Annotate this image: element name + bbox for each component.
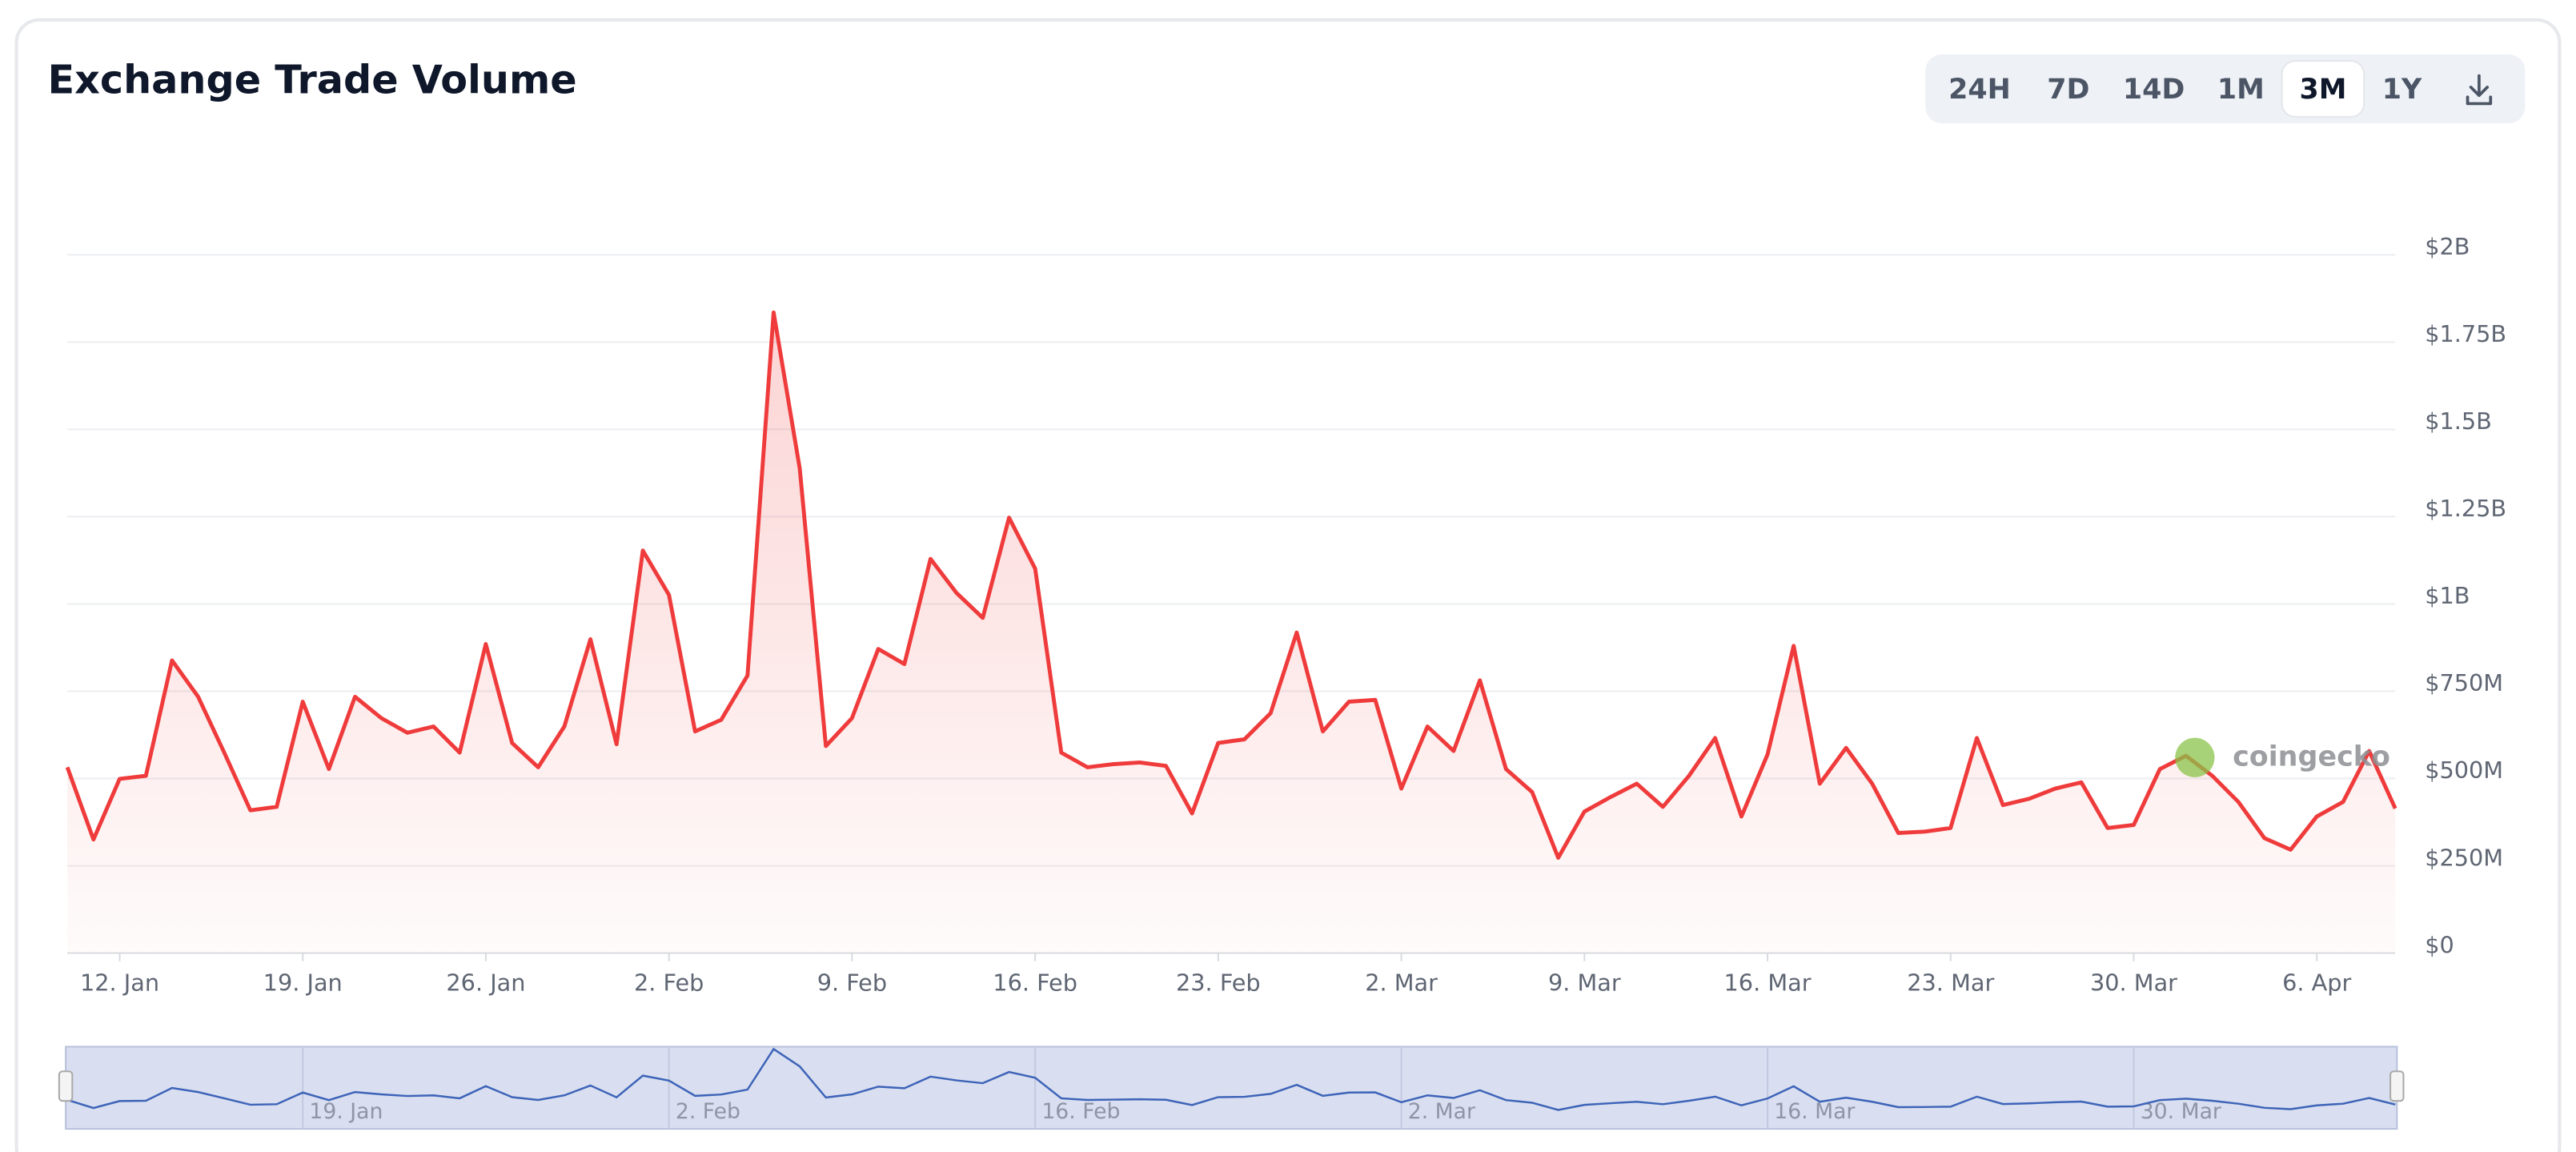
x-tick-label: 23. Feb (1176, 969, 1261, 996)
x-tick-label: 12. Jan (80, 969, 159, 996)
navigator-label: 30. Mar (2141, 1099, 2221, 1124)
plot-area: $0 $250M $500M $750M $1B $1.25B $1.5B $1.75B $2B… (65, 233, 2506, 996)
x-tick-label: 16. Mar (1724, 969, 1812, 996)
navigator-label: 2. Feb (676, 1099, 740, 1124)
x-tick-label: 23. Mar (1907, 969, 1994, 996)
y-tick-label: $0 (2425, 931, 2454, 958)
y-tick-label: $750M (2425, 669, 2503, 696)
navigator-line (66, 1047, 2396, 1111)
navigator-label: 16. Feb (1041, 1099, 1120, 1124)
navigator-handle[interactable] (58, 1070, 74, 1102)
download-button[interactable] (2466, 74, 2493, 106)
range-button[interactable]: 1Y (2382, 74, 2422, 106)
x-tick-label: 16. Feb (993, 969, 1077, 996)
y-tick-label: $1.75B (2425, 320, 2506, 347)
navigator-handle[interactable] (2389, 1070, 2405, 1102)
watermark-logo (2175, 737, 2215, 777)
y-tick-label: $250M (2425, 844, 2503, 871)
range-button[interactable]: 3M (2299, 74, 2346, 106)
card-frame (14, 18, 2562, 1152)
navigator-track (65, 1046, 2398, 1130)
x-tick-label: 6. Apr (2282, 969, 2351, 996)
range-button[interactable]: 7D (2047, 74, 2089, 106)
range-buttons: 24H 7D 14D 1M 3M 1Y (1948, 60, 2422, 118)
y-tick-label: $1.5B (2425, 407, 2492, 435)
x-tick-label: 2. Mar (1365, 969, 1438, 996)
x-tick-label: 9. Feb (817, 969, 887, 996)
chart-title: Exchange Trade Volume (48, 56, 577, 102)
y-tick-label: $1B (2425, 582, 2470, 609)
navigator-label: 16. Mar (1774, 1099, 1855, 1124)
download-icon[interactable] (2466, 74, 2493, 106)
range-button[interactable]: 1M (2217, 74, 2265, 106)
range-selector (1925, 54, 2526, 124)
navigator[interactable]: 19. Jan 2. Feb 16. Feb 2. Mar 16. Mar 30. Mar (58, 1046, 2405, 1130)
y-tick-label: $2B (2425, 233, 2470, 260)
x-tick-label: 9. Mar (1548, 969, 1621, 996)
area-fill (67, 312, 2396, 953)
watermark: coingecko (2233, 741, 2390, 773)
x-tick-label: 2. Feb (634, 969, 704, 996)
range-button[interactable]: 14D (2123, 74, 2185, 106)
y-tick-label: $500M (2425, 757, 2503, 784)
volume-line (65, 310, 2397, 860)
navigator-label: 19. Jan (309, 1099, 383, 1124)
x-tick-label: 19. Jan (263, 969, 343, 996)
range-button[interactable]: 24H (1948, 74, 2011, 106)
x-tick-label: 26. Jan (446, 969, 525, 996)
navigator-label: 2. Mar (1408, 1099, 1475, 1124)
x-tick-label: 30. Mar (2090, 969, 2177, 996)
active-range-pill (2281, 60, 2365, 118)
y-tick-label: $1.25B (2425, 495, 2506, 522)
